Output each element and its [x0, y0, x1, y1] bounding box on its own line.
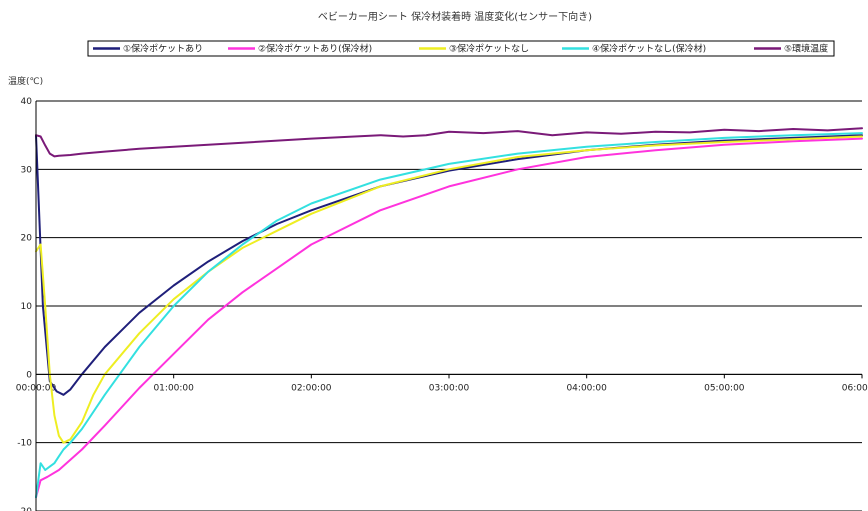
series-line-3: [35, 135, 863, 444]
y-tick-label: -10: [17, 439, 32, 449]
series-line-5: [35, 127, 863, 158]
x-tick-label: 04:00:00: [566, 383, 607, 393]
y-tick-label: 40: [21, 97, 33, 107]
series-line-1: [35, 134, 863, 396]
series-line-2: [35, 137, 863, 499]
y-tick-label: 20: [21, 234, 33, 244]
legend-label-4: ④保冷ポケットなし(保冷材): [592, 43, 706, 55]
x-tick-label: 06:00:00: [842, 383, 868, 393]
x-tick-label: 05:00:00: [704, 383, 745, 393]
series-lines: [35, 127, 863, 499]
y-tick-label: -20: [17, 507, 32, 511]
y-tick-label: 30: [21, 165, 33, 175]
series-line-4: [35, 132, 863, 499]
axes: [35, 101, 862, 511]
legend-box: [87, 40, 835, 57]
legend-label-2: ②保冷ポケットあり(保冷材): [258, 43, 372, 55]
x-tick-label: 02:00:00: [291, 383, 332, 393]
y-tick-labels: -20 -10 0 10 20 30 40: [17, 97, 32, 511]
legend-label-1: ①保冷ポケットあり: [123, 43, 203, 55]
chart-title: ベビーカー用シート 保冷材装着時 温度変化(センサー下向き): [318, 10, 592, 23]
grid-lines: [36, 100, 862, 511]
x-tick-label: 03:00:00: [429, 383, 470, 393]
legend-label-5: ⑤環境温度: [784, 43, 828, 55]
x-tick-label: 01:00:00: [153, 383, 194, 393]
legend: ①保冷ポケットあり ②保冷ポケットあり(保冷材) ③保冷ポケットなし ④保冷ポケットな…: [87, 40, 835, 57]
y-axis-label: 温度(℃): [8, 75, 43, 87]
legend-label-3: ③保冷ポケットなし: [449, 43, 529, 55]
y-tick-label: 0: [26, 370, 32, 380]
y-tick-label: 10: [21, 302, 33, 312]
